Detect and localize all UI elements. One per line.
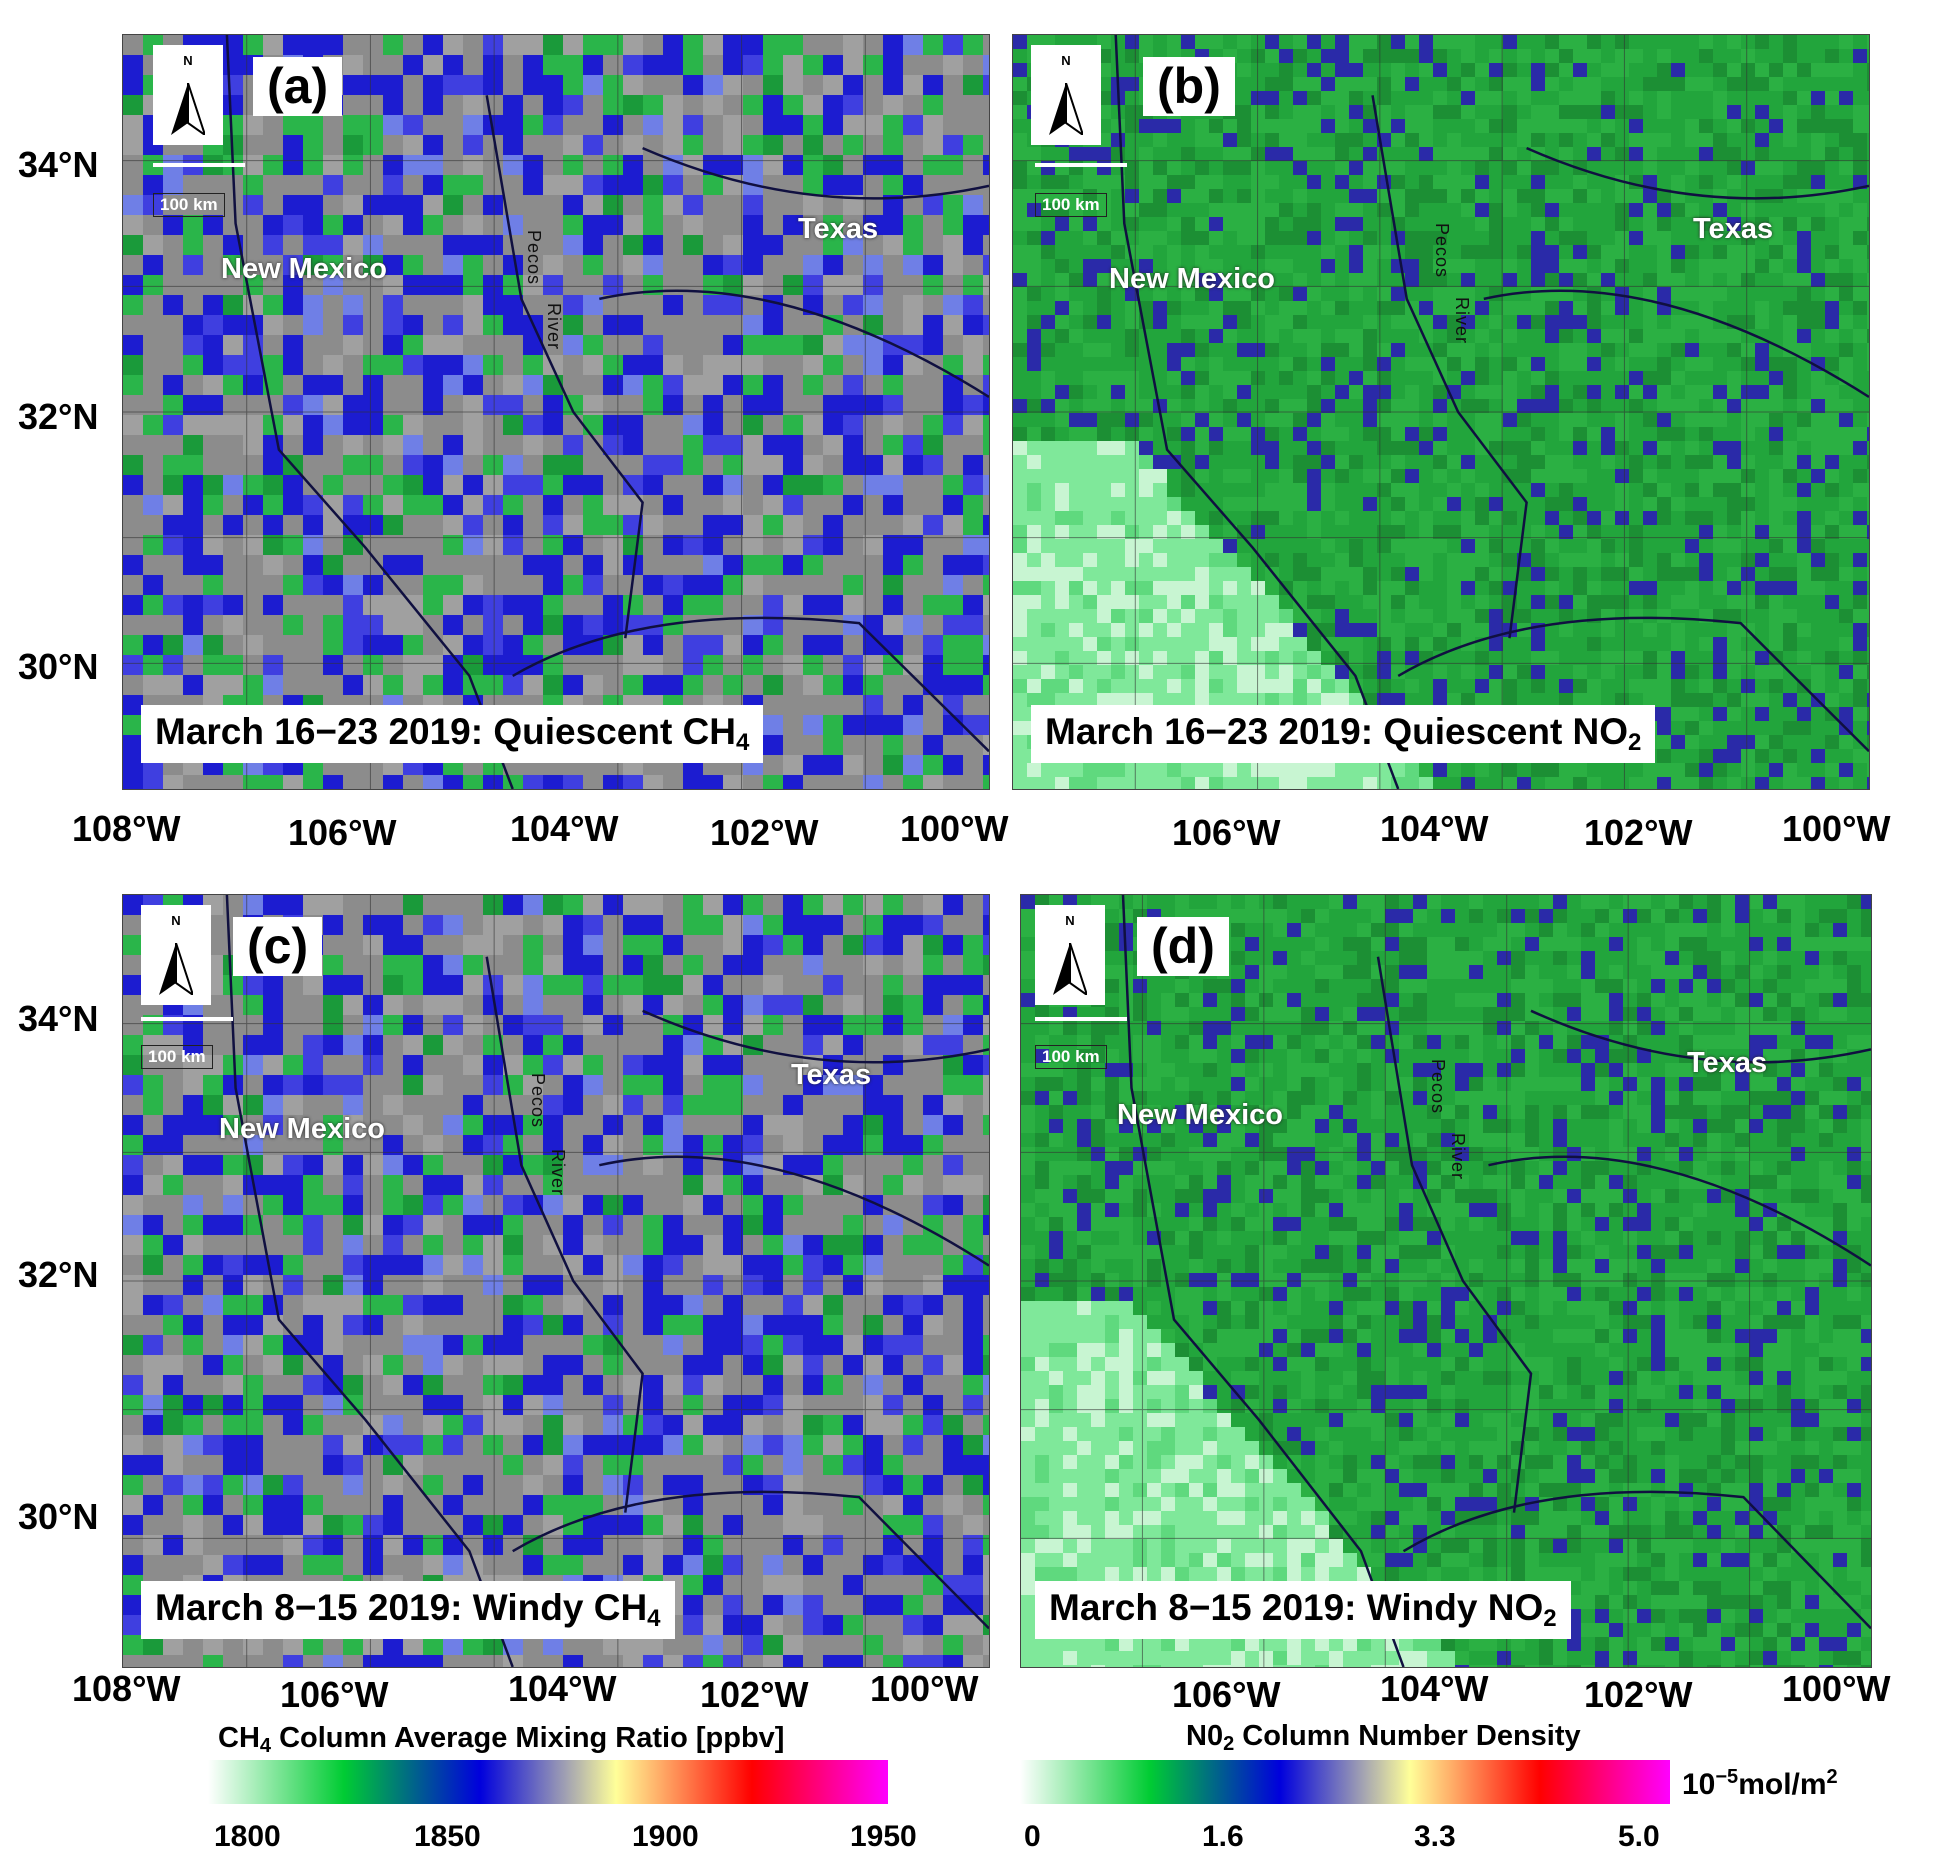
panel-label: (c) — [233, 917, 323, 976]
north-letter: N — [1065, 913, 1075, 928]
map-panel-d: N (d) 100 km New Mexico Texas Pecos Rive… — [1020, 894, 1872, 1668]
state-label-texas: Texas — [791, 1059, 872, 1091]
panel-caption: March 16−23 2019: Quiescent NO2 — [1031, 705, 1656, 763]
river-label-pecos: Pecos — [1432, 223, 1452, 279]
lon-label-104w: 104°W — [1380, 808, 1489, 849]
colorbar-no2-tick: 1.6 — [1202, 1820, 1244, 1853]
colorbar-no2-tick: 3.3 — [1414, 1820, 1456, 1853]
panel-caption: March 8−15 2019: Windy CH4 — [141, 1581, 675, 1639]
ch4-map-c — [123, 895, 989, 1667]
river-label-pecos: Pecos — [524, 230, 544, 286]
colorbar-no2-title: N02 Column Number Density — [1186, 1720, 1581, 1755]
panel-label: (d) — [1137, 917, 1229, 976]
lon-label-106w: 106°W — [288, 812, 397, 853]
lon-label-100w: 100°W — [870, 1668, 979, 1709]
colorbar-ch4-tick: 1950 — [850, 1820, 917, 1853]
scale-label: 100 km — [153, 193, 225, 217]
scale-bar — [153, 163, 245, 167]
lon-label-100w: 100°W — [1782, 1668, 1891, 1709]
colorbar-ch4-tick: 1850 — [414, 1820, 481, 1853]
scale-label: 100 km — [1035, 193, 1107, 217]
state-label-texas: Texas — [798, 213, 879, 245]
panel-label: (a) — [253, 57, 343, 116]
lon-label-104w: 104°W — [1380, 1668, 1489, 1709]
north-arrow-icon — [1049, 83, 1083, 135]
north-arrow-icon — [159, 943, 193, 995]
lat-label-30n: 30°N — [18, 646, 99, 687]
panel-caption: March 8−15 2019: Windy NO2 — [1035, 1581, 1571, 1639]
state-label-texas: Texas — [1687, 1047, 1768, 1079]
colorbar-no2-tick: 5.0 — [1618, 1820, 1660, 1853]
lat-label-32n: 32°N — [18, 1254, 99, 1295]
lon-label-104w: 104°W — [508, 1668, 617, 1709]
north-arrow: N — [1035, 905, 1105, 1005]
lon-label-106w: 106°W — [1172, 812, 1281, 853]
north-arrow-icon — [171, 83, 205, 135]
map-panel-b: N (b) 100 km New Mexico Texas Pecos Rive… — [1012, 34, 1870, 790]
lat-label-32n: 32°N — [18, 396, 99, 437]
colorbar-ch4-title: CH4 Column Average Mixing Ratio [ppbv] — [218, 1722, 785, 1757]
north-letter: N — [1061, 53, 1071, 68]
river-label-river: River — [544, 303, 564, 351]
scale-bar — [141, 1017, 233, 1021]
scale-bar — [1035, 1017, 1127, 1021]
north-letter: N — [171, 913, 181, 928]
north-arrow: N — [1031, 45, 1101, 145]
lon-label-102w: 102°W — [710, 812, 819, 853]
no2-map-b — [1013, 35, 1869, 789]
colorbar-no2-units: 10−5mol/m2 — [1682, 1766, 1838, 1801]
north-arrow: N — [141, 905, 211, 1005]
map-panel-c: N (c) 100 km New Mexico Texas Pecos Rive… — [122, 894, 990, 1668]
colorbar-ch4-tick: 1800 — [214, 1820, 281, 1853]
state-label-new-mexico: New Mexico — [219, 1113, 385, 1145]
scale-bar — [1035, 163, 1127, 167]
north-letter: N — [183, 53, 193, 68]
lon-label-108w: 108°W — [72, 808, 181, 849]
colorbar-no2-tick: 0 — [1024, 1820, 1041, 1853]
state-label-new-mexico: New Mexico — [1117, 1099, 1283, 1131]
state-label-new-mexico: New Mexico — [221, 253, 387, 285]
state-label-new-mexico: New Mexico — [1109, 263, 1275, 295]
lat-label-34n: 34°N — [18, 144, 99, 185]
river-label-river: River — [1452, 297, 1472, 345]
north-arrow: N — [153, 45, 223, 145]
lon-label-106w: 106°W — [280, 1674, 389, 1715]
colorbar-no2 — [1020, 1760, 1670, 1804]
panel-caption: March 16−23 2019: Quiescent CH4 — [141, 705, 764, 763]
panel-label: (b) — [1143, 57, 1235, 116]
lon-label-102w: 102°W — [1584, 812, 1693, 853]
river-label-river: River — [548, 1149, 568, 1197]
lat-label-30n: 30°N — [18, 1496, 99, 1537]
no2-map-d — [1021, 895, 1871, 1667]
lon-label-102w: 102°W — [700, 1674, 809, 1715]
lon-label-100w: 100°W — [900, 808, 1009, 849]
colorbar-ch4-tick: 1900 — [632, 1820, 699, 1853]
scale-label: 100 km — [1035, 1045, 1107, 1069]
ch4-map-a — [123, 35, 989, 789]
north-arrow-icon — [1053, 943, 1087, 995]
map-panel-a: N (a) 100 km New Mexico Texas Pecos Rive… — [122, 34, 990, 790]
river-label-pecos: Pecos — [1428, 1059, 1448, 1115]
lon-label-102w: 102°W — [1584, 1674, 1693, 1715]
colorbar-ch4 — [208, 1760, 888, 1804]
river-label-river: River — [1448, 1133, 1468, 1181]
river-label-pecos: Pecos — [528, 1073, 548, 1129]
lon-label-106w: 106°W — [1172, 1674, 1281, 1715]
lat-label-34n: 34°N — [18, 998, 99, 1039]
state-label-texas: Texas — [1693, 213, 1774, 245]
lon-label-104w: 104°W — [510, 808, 619, 849]
lon-label-108w: 108°W — [72, 1668, 181, 1709]
scale-label: 100 km — [141, 1045, 213, 1069]
lon-label-100w: 100°W — [1782, 808, 1891, 849]
